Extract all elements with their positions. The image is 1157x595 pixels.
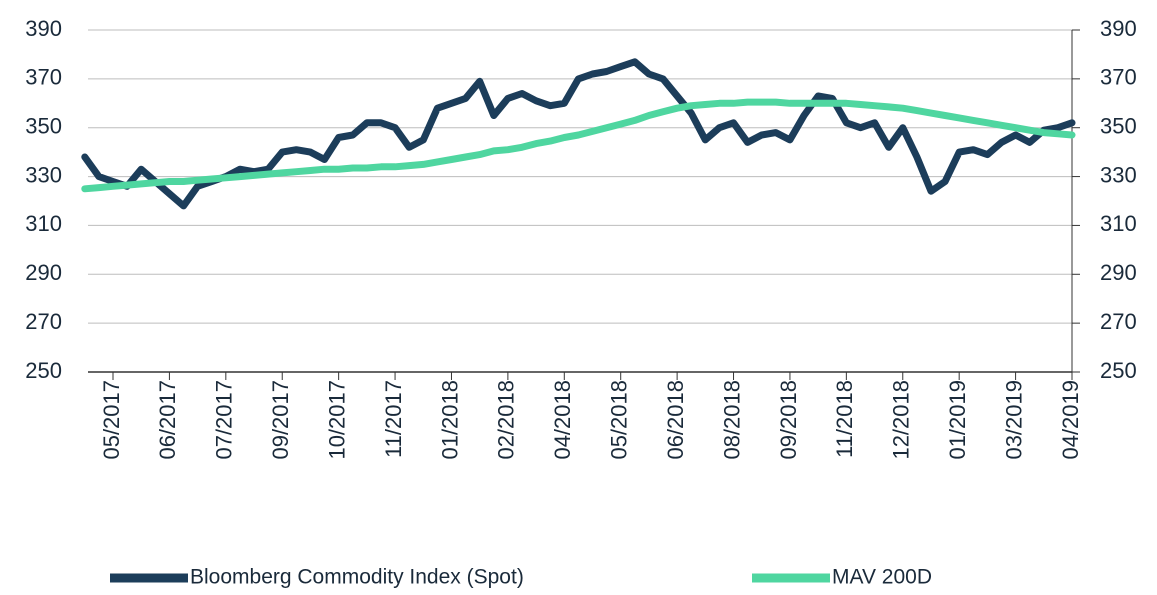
legend-label: Bloomberg Commodity Index (Spot) (190, 566, 524, 589)
y2-tick-label: 310 (1100, 211, 1137, 236)
y2-tick-label: 330 (1100, 162, 1137, 187)
y2-tick-label: 270 (1100, 309, 1137, 334)
x-tick-label: 05/2018 (607, 380, 632, 460)
y2-tick-label: 390 (1100, 16, 1137, 41)
y2-tick-label: 370 (1100, 65, 1137, 90)
x-tick-label: 06/2018 (663, 380, 688, 460)
x-tick-label: 06/2017 (155, 380, 180, 460)
x-tick-label: 12/2018 (889, 380, 914, 460)
y-tick-label: 350 (25, 114, 62, 139)
y2-tick-label: 350 (1100, 114, 1137, 139)
y2-tick-label: 250 (1100, 358, 1137, 383)
x-tick-label: 04/2018 (550, 380, 575, 460)
x-tick-label: 07/2017 (212, 380, 237, 460)
y-tick-label: 390 (25, 16, 62, 41)
y-tick-label: 330 (25, 162, 62, 187)
x-tick-label: 09/2018 (776, 380, 801, 460)
y-tick-label: 290 (25, 260, 62, 285)
x-tick-label: 09/2017 (268, 380, 293, 460)
x-tick-label: 11/2017 (381, 380, 406, 458)
line-series (81, 58, 1076, 210)
y-tick-label: 370 (25, 65, 62, 90)
y-tick-label: 310 (25, 211, 62, 236)
x-tick-label: 11/2018 (832, 380, 857, 458)
x-tick-label: 08/2018 (719, 380, 744, 460)
legend-label: MAV 200D (832, 566, 932, 589)
x-tick-label: 10/2017 (324, 380, 349, 460)
y-tick-label: 250 (25, 358, 62, 383)
x-tick-label: 05/2017 (99, 380, 124, 460)
x-tick-label: 02/2018 (494, 380, 519, 460)
x-tick-label: 01/2019 (945, 380, 970, 460)
line-series (81, 98, 1076, 193)
x-tick-label: 03/2019 (1001, 380, 1026, 460)
x-tick-label: 01/2018 (437, 380, 462, 460)
y2-tick-label: 290 (1100, 260, 1137, 285)
y-tick-label: 270 (25, 309, 62, 334)
x-tick-label: 04/2019 (1058, 380, 1083, 460)
